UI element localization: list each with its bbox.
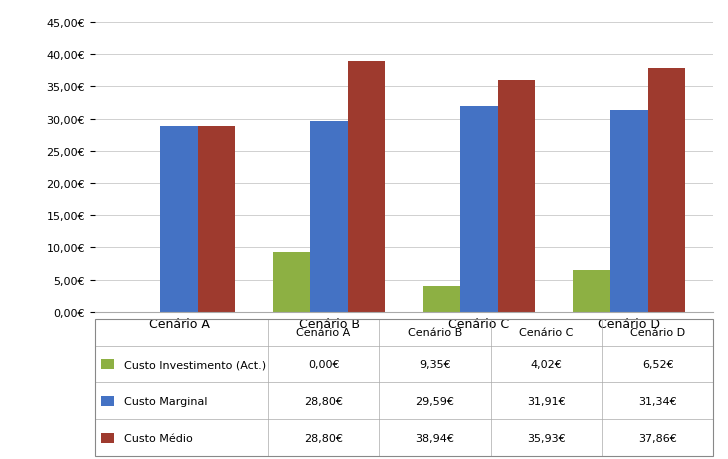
- Bar: [310, 122, 348, 312]
- Bar: [100, 359, 114, 369]
- Bar: [100, 396, 114, 406]
- Text: 37,86€: 37,86€: [638, 433, 677, 442]
- Bar: [573, 270, 610, 312]
- Text: Custo Marginal: Custo Marginal: [124, 396, 207, 406]
- Text: 31,34€: 31,34€: [638, 396, 677, 406]
- Bar: [348, 62, 385, 312]
- Bar: [648, 69, 685, 312]
- Text: Cenário B: Cenário B: [408, 328, 462, 338]
- Bar: [198, 127, 235, 312]
- Text: 38,94€: 38,94€: [416, 433, 454, 442]
- Bar: [95, 383, 713, 420]
- Bar: [95, 420, 713, 456]
- Bar: [460, 107, 498, 312]
- Text: Cenário C: Cenário C: [519, 328, 574, 338]
- Text: 31,91€: 31,91€: [527, 396, 566, 406]
- Bar: [100, 432, 114, 443]
- Bar: [95, 346, 713, 383]
- Text: 35,93€: 35,93€: [527, 433, 566, 442]
- Bar: [610, 111, 648, 312]
- Bar: [160, 127, 198, 312]
- Text: 9,35€: 9,35€: [419, 359, 451, 369]
- Text: 28,80€: 28,80€: [304, 433, 343, 442]
- Text: 0,00€: 0,00€: [308, 359, 339, 369]
- Bar: [273, 252, 310, 312]
- Text: 29,59€: 29,59€: [416, 396, 454, 406]
- Text: Custo Médio: Custo Médio: [124, 433, 192, 442]
- Bar: [423, 286, 460, 312]
- Text: 6,52€: 6,52€: [642, 359, 673, 369]
- Text: Custo Investimento (Act.): Custo Investimento (Act.): [124, 359, 266, 369]
- Bar: [498, 81, 535, 312]
- Text: 28,80€: 28,80€: [304, 396, 343, 406]
- Text: Cenário A: Cenário A: [296, 328, 351, 338]
- Text: 4,02€: 4,02€: [531, 359, 562, 369]
- Text: Cenário D: Cenário D: [630, 328, 685, 338]
